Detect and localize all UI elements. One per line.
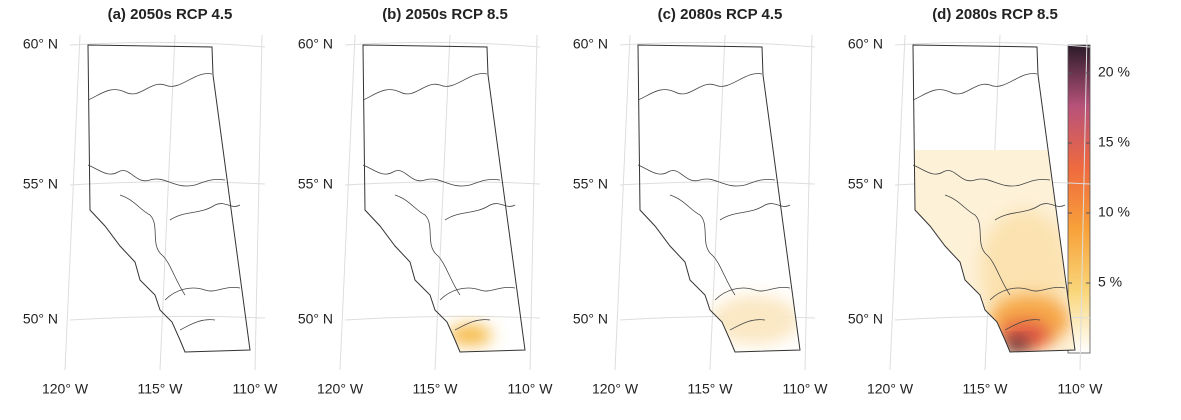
- latitude-label: 55° N: [848, 176, 883, 192]
- graticule: [1079, 34, 1088, 371]
- graticule: [614, 34, 631, 371]
- heat-field: [913, 150, 1075, 352]
- graticule: [344, 41, 541, 48]
- latitude-label: 60° N: [573, 36, 608, 52]
- graticule: [434, 34, 451, 371]
- panel-title: (a) 2050s RCP 4.5: [108, 6, 233, 23]
- graticule: [64, 34, 81, 371]
- latitude-label: 50° N: [298, 311, 333, 327]
- longitude-label: 115° W: [137, 381, 183, 397]
- map-panel: (c) 2080s RCP 4.5 60° N 55° N 50° N 120° W 11…: [573, 6, 828, 397]
- latitude-label: 55° N: [573, 176, 608, 192]
- latitude-label: 50° N: [848, 311, 883, 327]
- map-panel: (b) 2050s RCP 8.5 60° N 55° N 50° N 120° W 11…: [298, 6, 553, 397]
- latitude-label: 50° N: [573, 311, 608, 327]
- panel-title: (b) 2050s RCP 8.5: [382, 6, 508, 23]
- latitude-label: 60° N: [848, 36, 883, 52]
- graticule: [344, 181, 541, 186]
- longitude-label: 115° W: [412, 381, 458, 397]
- longitude-label: 110° W: [507, 381, 553, 397]
- colorbar-label: 20 %: [1098, 64, 1130, 80]
- graticule: [69, 181, 266, 186]
- panel-title: (c) 2080s RCP 4.5: [658, 6, 783, 23]
- graticule: [254, 34, 263, 371]
- latitude-label: 55° N: [23, 176, 58, 192]
- latitude-label: 60° N: [298, 36, 333, 52]
- colorbar-label: 5 %: [1098, 274, 1122, 290]
- colorbar-label: 10 %: [1098, 204, 1130, 220]
- graticule: [529, 34, 538, 371]
- graticule: [339, 34, 356, 371]
- longitude-label: 120° W: [42, 381, 89, 397]
- colorbar-label: 15 %: [1098, 134, 1130, 150]
- graticule: [894, 41, 1091, 48]
- map-panel: (a) 2050s RCP 4.5 60° N 55° N 50° N 120° W 11…: [23, 6, 278, 397]
- longitude-label: 115° W: [962, 381, 1008, 397]
- longitude-label: 110° W: [232, 381, 278, 397]
- heat-field: [448, 325, 492, 345]
- province-border: [87, 44, 251, 353]
- longitude-label: 120° W: [867, 381, 914, 397]
- province-border: [362, 44, 526, 353]
- latitude-label: 55° N: [298, 176, 333, 192]
- panel-title: (d) 2080s RCP 8.5: [932, 6, 1058, 23]
- longitude-label: 115° W: [687, 381, 733, 397]
- latitude-label: 60° N: [23, 36, 58, 52]
- graticule: [69, 315, 266, 321]
- graticule: [709, 34, 726, 371]
- graticule: [159, 34, 176, 371]
- longitude-label: 120° W: [317, 381, 364, 397]
- latitude-label: 50° N: [23, 311, 58, 327]
- graticule: [619, 181, 816, 186]
- graticule: [804, 34, 813, 371]
- longitude-label: 120° W: [592, 381, 639, 397]
- map-panel: (d) 2080s RCP 8.5 60° N 55° N 50° N 120° W 11…: [848, 6, 1103, 397]
- colorbar: [1067, 44, 1091, 354]
- graticule: [69, 41, 266, 48]
- graticule: [889, 34, 906, 371]
- graticule: [344, 315, 541, 321]
- longitude-label: 110° W: [782, 381, 828, 397]
- longitude-label: 110° W: [1057, 381, 1103, 397]
- graticule: [619, 41, 816, 48]
